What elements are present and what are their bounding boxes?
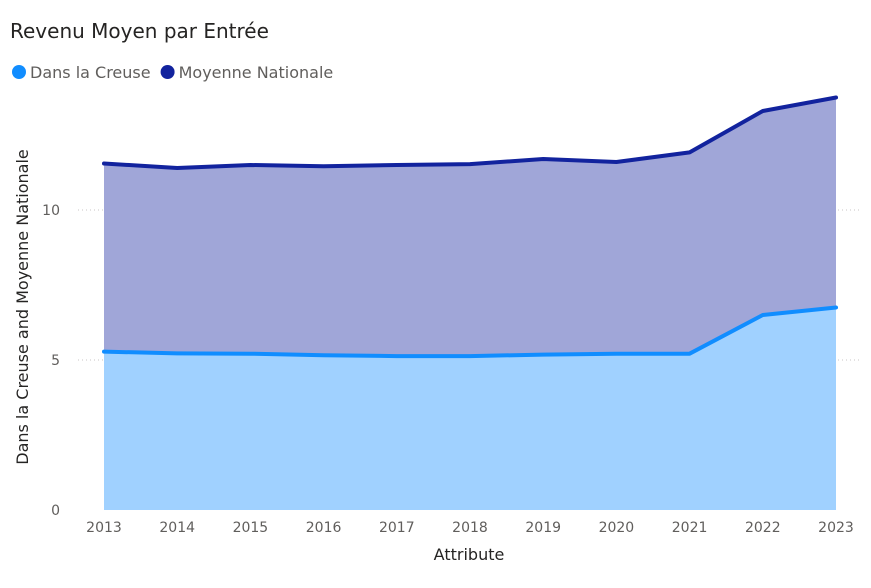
- legend-marker: [12, 65, 26, 79]
- x-tick-label: 2021: [672, 520, 708, 536]
- x-tick-label: 2014: [159, 520, 195, 536]
- legend-item[interactable]: Moyenne Nationale: [160, 63, 334, 82]
- x-axis: 2013 2014 2015 2016 2017 2018 2019 2020 2021 2022…: [86, 520, 854, 536]
- series-line-0: [102, 305, 838, 359]
- y-tick-label: 5: [51, 353, 60, 369]
- x-tick-label: 2020: [599, 520, 635, 536]
- x-tick-label: 2015: [233, 520, 269, 536]
- x-tick-label: 2023: [818, 520, 854, 536]
- legend-label: Moyenne Nationale: [179, 63, 334, 82]
- x-tick-label: 2019: [525, 520, 561, 536]
- x-tick-label: 2017: [379, 520, 415, 536]
- x-axis-title: Attribute: [434, 545, 505, 564]
- x-tick-label: 2018: [452, 520, 488, 536]
- legend-item[interactable]: Dans la Creuse: [12, 63, 151, 82]
- series-areas: [104, 97, 836, 510]
- series-lines: [102, 95, 838, 359]
- x-tick-label: 2022: [745, 520, 781, 536]
- y-axis: 0 5 10: [42, 203, 60, 519]
- legend-marker: [160, 65, 175, 79]
- legend-label: Dans la Creuse: [30, 63, 151, 82]
- legend: Dans la Creuse Moyenne Nationale: [12, 63, 333, 82]
- series-line-1: [102, 95, 838, 170]
- y-axis-title: Dans la Creuse and Moyenne Nationale: [13, 149, 32, 465]
- x-tick-label: 2016: [306, 520, 342, 536]
- y-tick-label: 10: [42, 203, 60, 219]
- y-tick-label: 0: [51, 503, 60, 519]
- x-tick-label: 2013: [86, 520, 122, 536]
- area-0: [104, 307, 836, 510]
- chart-title: Revenu Moyen par Entrée: [10, 19, 269, 43]
